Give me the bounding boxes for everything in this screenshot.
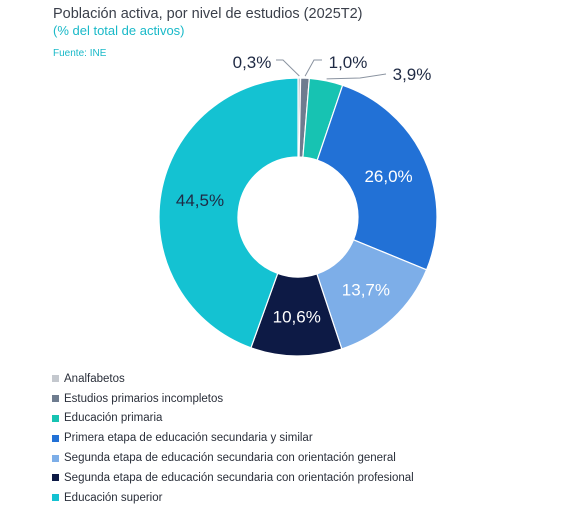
legend-swatch [52, 395, 59, 403]
chart-title: Población activa, por nivel de estudios … [53, 6, 363, 22]
legend-swatch [52, 454, 59, 462]
legend-item-educacion-superior: Educación superior [52, 488, 414, 508]
data-label-analfabetos: 0,3% [233, 53, 272, 72]
legend-item-estudios-primarios-incompletos: Estudios primarios incompletos [52, 389, 414, 409]
chart-source: Fuente: INE [53, 48, 107, 59]
legend-swatch [52, 494, 59, 502]
data-label-primera-etapa-de-educacion-secundaria-y-similar: 26,0% [364, 167, 412, 186]
leader-line-estudios-primarios-incompletos [304, 59, 322, 77]
leader-line-analfabetos [276, 59, 300, 77]
data-label-educacion-primaria: 3,9% [393, 65, 432, 84]
legend-item-segunda-etapa-de-educacion-secundaria-con-orientacion-profesional: Segunda etapa de educación secundaria co… [52, 468, 414, 488]
legend-label: Primera etapa de educación secundaria y … [64, 432, 313, 445]
legend-swatch [52, 375, 59, 383]
donut-chart: 0,3% 1,0% 3,9% 26,0% 13,7% 10,6% 44,5% [158, 53, 438, 357]
legend-swatch [52, 474, 59, 482]
legend-swatch [52, 434, 59, 442]
chart-subtitle: (% del total de activos) [53, 23, 185, 38]
legend-swatch [52, 414, 59, 422]
data-label-estudios-primarios-incompletos: 1,0% [329, 53, 368, 72]
data-label-educacion-superior: 44,5% [176, 191, 224, 210]
legend-item-analfabetos: Analfabetos [52, 369, 414, 389]
legend-label: Segunda etapa de educación secundaria co… [64, 452, 396, 465]
data-label-segunda-etapa-de-educacion-secundaria-con-orientacion-general: 13,7% [342, 281, 390, 300]
leader-line-educacion-primaria [326, 73, 387, 80]
legend-label: Estudios primarios incompletos [64, 392, 224, 405]
legend-item-educacion-primaria: Educación primaria [52, 409, 414, 429]
chart-legend: Analfabetos Estudios primarios incompleto… [52, 369, 414, 508]
legend-label: Segunda etapa de educación secundaria co… [64, 471, 414, 484]
legend-label: Educación primaria [64, 412, 163, 425]
legend-item-primera-etapa-de-educacion-secundaria-y-similar: Primera etapa de educación secundaria y … [52, 428, 414, 448]
slice-educacion-superior [158, 77, 299, 349]
legend-item-segunda-etapa-de-educacion-secundaria-con-orientacion-general: Segunda etapa de educación secundaria co… [52, 448, 414, 468]
legend-label: Educación superior [64, 491, 163, 504]
data-label-segunda-etapa-de-educacion-secundaria-con-orientacion-profesional: 10,6% [273, 307, 321, 326]
legend-label: Analfabetos [64, 372, 125, 385]
slice-primera-etapa-de-educacion-secundaria-y-similar [316, 84, 438, 271]
